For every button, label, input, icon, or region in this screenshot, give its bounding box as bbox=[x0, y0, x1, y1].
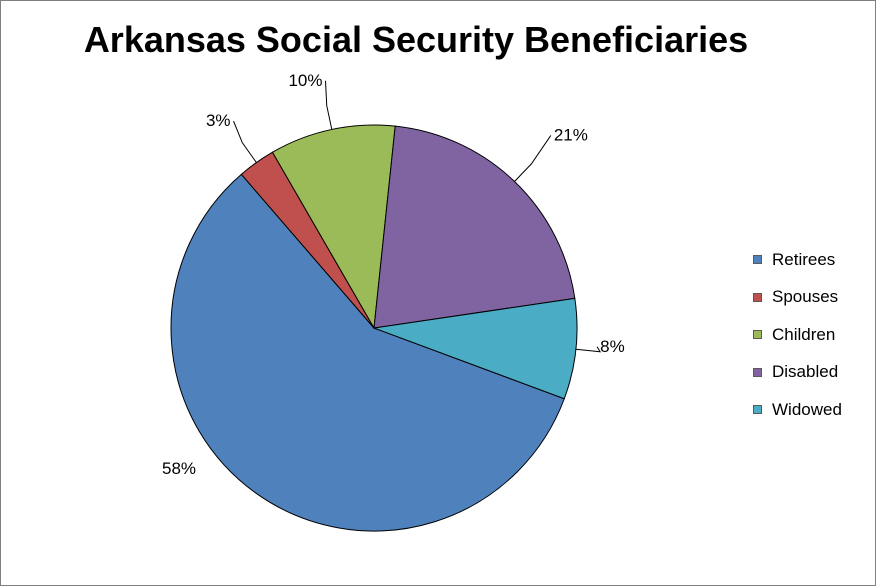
data-label-spouses: 3% bbox=[206, 111, 231, 130]
chart-title: Arkansas Social Security Beneficiaries bbox=[83, 19, 749, 60]
legend-item-disabled: Disabled bbox=[753, 354, 842, 392]
legend-label: Retirees bbox=[772, 249, 836, 269]
leader-line-spouses bbox=[233, 120, 257, 163]
legend-label: Widowed bbox=[772, 399, 842, 419]
pie-slice-children bbox=[271, 124, 396, 330]
legend: Retirees Spouses Children Disabled Widowed bbox=[753, 241, 842, 429]
legend-item-widowed: Widowed bbox=[753, 391, 842, 429]
legend-label: Spouses bbox=[772, 287, 839, 307]
legend-swatch bbox=[753, 330, 762, 340]
legend-item-spouses: Spouses bbox=[753, 279, 842, 317]
legend-label: Children bbox=[772, 324, 836, 344]
data-label-disabled: 21% bbox=[554, 125, 588, 144]
legend-item-children: Children bbox=[753, 316, 842, 354]
legend-swatch bbox=[753, 405, 762, 415]
pie-slice-retirees bbox=[170, 173, 565, 532]
legend-swatch bbox=[753, 292, 762, 302]
legend-item-retirees: Retirees bbox=[753, 241, 842, 279]
pie-slice-widowed bbox=[373, 297, 578, 400]
leader-line-disabled bbox=[514, 135, 552, 182]
leader-line-children bbox=[325, 80, 333, 130]
legend-label: Disabled bbox=[772, 362, 839, 382]
legend-swatch bbox=[753, 255, 762, 265]
legend-swatch bbox=[753, 367, 762, 377]
data-label-widowed: 8% bbox=[600, 337, 625, 356]
leader-line-widowed bbox=[575, 346, 602, 353]
data-label-children: 10% bbox=[288, 71, 322, 90]
pie-slice-disabled bbox=[373, 125, 576, 329]
data-label-retirees: 58% bbox=[162, 459, 196, 478]
